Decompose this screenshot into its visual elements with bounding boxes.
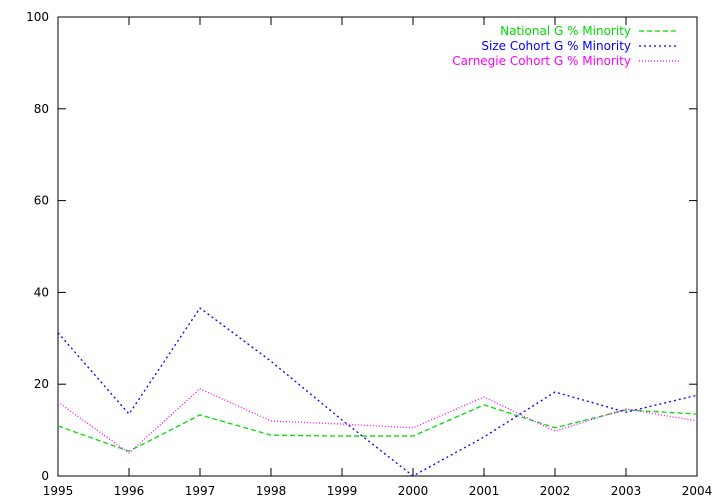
- x-tick-label: 2003: [611, 484, 642, 498]
- y-tick-label: 100: [26, 10, 49, 24]
- plot-frame: [57, 16, 698, 477]
- x-tick-label: 2001: [469, 484, 500, 498]
- y-tick-label: 80: [34, 102, 49, 116]
- legend-label: Carnegie Cohort G % Minority: [452, 54, 631, 68]
- x-tick-label: 2002: [540, 484, 571, 498]
- legend-label: Size Cohort G % Minority: [481, 39, 631, 53]
- x-tick-label: 2000: [398, 484, 429, 498]
- y-tick-label: 20: [34, 377, 49, 391]
- x-tick-label: 1998: [256, 484, 287, 498]
- x-tick-label: 1997: [185, 484, 216, 498]
- series-line: [57, 388, 698, 454]
- y-tick-label: 0: [41, 469, 49, 483]
- series-line: [57, 307, 698, 477]
- y-tick-label: 40: [34, 285, 49, 299]
- x-tick-label: 1996: [114, 484, 145, 498]
- legend-label: National G % Minority: [500, 24, 631, 38]
- y-tick-label: 60: [34, 194, 49, 208]
- series-line: [57, 404, 698, 452]
- x-tick-label: 1995: [43, 484, 74, 498]
- x-tick-label: 1999: [327, 484, 358, 498]
- x-tick-label: 2004: [682, 484, 713, 498]
